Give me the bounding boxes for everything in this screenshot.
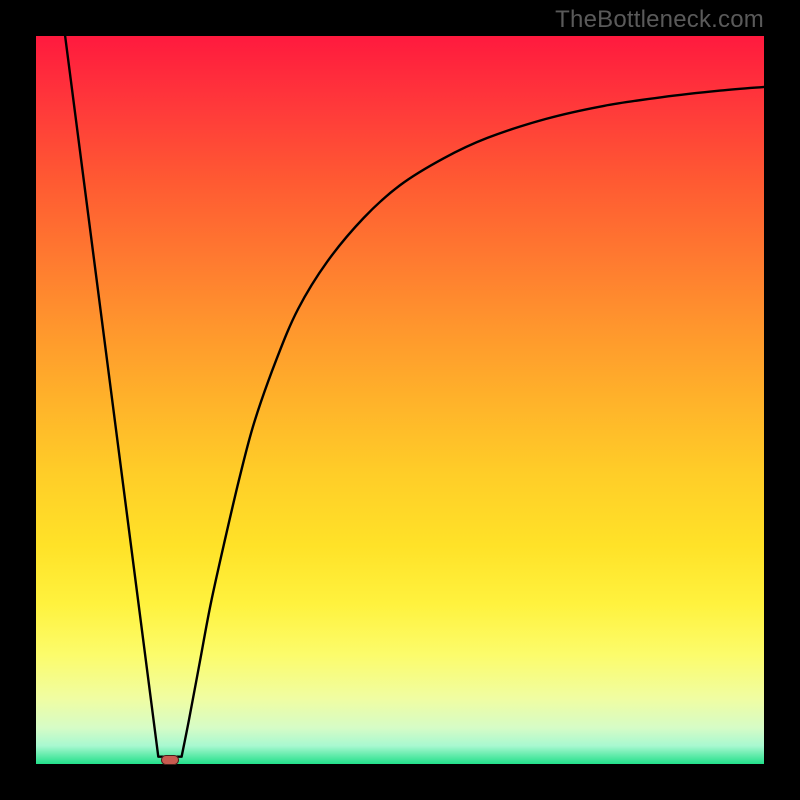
watermark-text: TheBottleneck.com [555,6,764,34]
optimal-marker-pill [161,755,179,765]
plot-area [36,36,764,764]
bottleneck-curve [36,36,764,764]
